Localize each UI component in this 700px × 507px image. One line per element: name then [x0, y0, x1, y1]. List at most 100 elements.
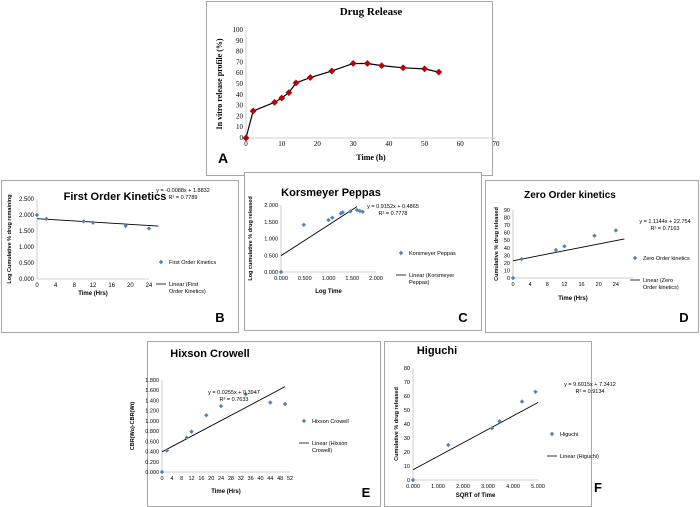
y-tick-label: 10	[236, 123, 244, 131]
x-tick-label: 8	[546, 282, 549, 288]
panel-letter: E	[362, 485, 371, 500]
data-point	[81, 219, 86, 224]
y-tick-label: 40	[504, 246, 510, 252]
x-tick-label: 48	[277, 476, 283, 482]
data-point	[292, 79, 300, 87]
trendline	[280, 206, 358, 257]
x-tick-label: 2.000	[369, 276, 383, 282]
x-tick-label: 50	[421, 140, 429, 148]
y-tick-label: 0.500	[19, 261, 35, 267]
data-point	[410, 477, 416, 483]
trendline	[412, 402, 539, 471]
y-tick-label: 2.000	[264, 203, 278, 209]
data-point	[360, 209, 365, 214]
data-point	[159, 469, 165, 475]
data-point	[340, 210, 345, 215]
data-point	[330, 215, 335, 220]
panel-letter: F	[594, 480, 602, 495]
data-point	[189, 429, 194, 434]
panel-frame	[147, 341, 381, 507]
y-tick-label: 80	[236, 48, 244, 56]
x-tick-label: 4	[529, 282, 532, 288]
data-point	[123, 223, 128, 229]
x-axis-label: Log Time	[315, 289, 342, 295]
y-tick-label: 0	[240, 134, 244, 142]
x-tick-label: 1.000	[431, 484, 445, 490]
trendline-r2: R² = 0.9134	[576, 389, 605, 395]
panel-letter: C	[458, 310, 468, 325]
x-axis-label: Time (Hrs)	[78, 291, 108, 297]
data-point	[399, 64, 407, 72]
x-tick-label: 52	[287, 476, 293, 482]
trendline-r2: R² = 0.7163	[651, 226, 680, 232]
x-tick-label: 20	[208, 476, 214, 482]
chart-title: Zero Order kinetics	[524, 190, 616, 201]
data-point	[282, 401, 288, 407]
x-tick-label: 20	[596, 282, 602, 288]
y-tick-label: 0.800	[145, 429, 159, 435]
data-point	[497, 419, 502, 424]
y-tick-label: 20	[236, 112, 244, 120]
trendline-equation: y = 0.9152x + 0.4865	[367, 204, 419, 210]
data-point	[278, 269, 284, 275]
legend-label-series: Zero Order kinetics	[643, 256, 690, 262]
data-point	[204, 413, 209, 418]
y-tick-label: 50	[504, 238, 510, 244]
x-tick-label: 4	[170, 476, 173, 482]
y-tick-label: 20	[404, 450, 410, 456]
x-tick-label: 16	[108, 283, 115, 289]
x-tick-label: 24	[613, 282, 619, 288]
x-axis-label: Time (Hrs)	[211, 489, 241, 495]
y-tick-label: 0.500	[264, 253, 278, 259]
y-axis-label: In vitro release profile (%)	[215, 38, 224, 129]
y-tick-label: 1.200	[145, 409, 159, 415]
data-point	[164, 448, 170, 453]
legend-marker	[301, 418, 307, 424]
legend-marker	[158, 259, 164, 265]
chart-title: Hixson Crowell	[170, 348, 249, 360]
trendline	[161, 386, 286, 453]
panel-letter: A	[218, 150, 228, 166]
chart-title: Korsmeyer Peppas	[281, 187, 381, 199]
x-tick-label: 28	[228, 476, 234, 482]
x-tick-label: 5.000	[531, 484, 545, 490]
legend-marker	[398, 250, 404, 256]
y-tick-label: 0.600	[145, 439, 159, 445]
x-tick-label: 0	[160, 476, 163, 482]
panel-frame	[244, 172, 482, 331]
panel-frame	[1, 180, 239, 333]
x-tick-label: 2.000	[456, 484, 470, 490]
data-point	[243, 392, 248, 397]
trendline-equation: y = 1.1144x + 22.754	[639, 219, 690, 225]
y-tick-label: 80	[504, 216, 510, 222]
panel-b: First Order Kinetics 0.000 0.500 1.000 1.500…	[1, 180, 239, 333]
data-point	[562, 244, 567, 249]
panel-e: Hixson Crowell 0.000 0.200 0.400 0.600 0.800 1…	[130, 341, 381, 507]
x-tick-label: 4	[54, 283, 58, 289]
y-tick-label: 30	[404, 436, 410, 442]
x-tick-label: 8	[73, 283, 77, 289]
y-tick-label: 60	[236, 69, 244, 77]
y-tick-label: 90	[236, 37, 244, 45]
y-tick-label: 80	[404, 366, 410, 372]
legend-marker	[632, 255, 638, 261]
chart-title: First Order Kinetics	[64, 191, 167, 203]
trendline-equation: y = 9.6015x + 7.3412	[564, 382, 616, 388]
x-tick-label: 60	[457, 140, 465, 148]
x-tick-label: 16	[198, 476, 204, 482]
x-tick-label: 40	[257, 476, 263, 482]
data-point	[348, 209, 353, 214]
y-tick-label: 50	[236, 80, 244, 88]
y-tick-label: 2.000	[19, 213, 35, 219]
panel-f: Higuchi 0 10 20 30 40 50 60 70 80 0.000 1.000 2.000 3…	[384, 341, 616, 507]
x-tick-label: 20	[127, 283, 134, 289]
legend-label-series: Korsmeyer Peppas	[409, 251, 456, 257]
x-tick-label: 1.500	[345, 276, 359, 282]
y-tick-label: 1.400	[145, 398, 159, 404]
x-tick-label: 24	[146, 283, 153, 289]
x-tick-label: 12	[188, 476, 194, 482]
y-axis-label: CBR(Wo)-CBR(Wt)	[130, 402, 136, 451]
y-tick-label: 40	[404, 422, 410, 428]
